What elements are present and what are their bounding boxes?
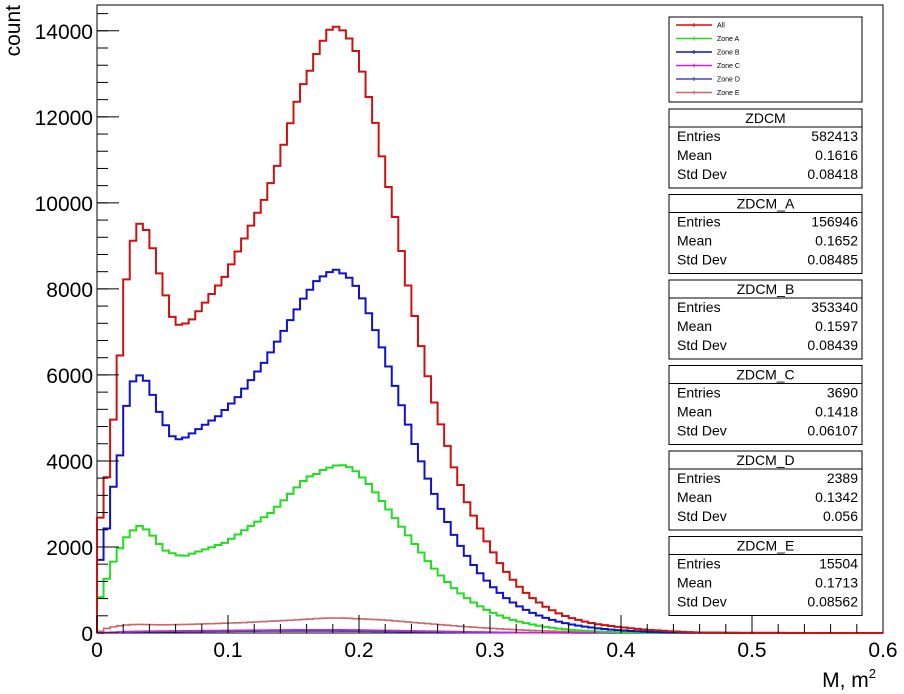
stat-row-label: Entries <box>677 556 721 572</box>
stat-row-value: 3690 <box>827 385 858 401</box>
legend-label: Zone E <box>717 90 740 97</box>
y-tick-label: 14000 <box>35 21 93 44</box>
stat-row-label: Entries <box>677 385 721 401</box>
y-tick-label: 4000 <box>46 451 93 474</box>
y-tick-label: 0 <box>81 623 93 646</box>
stat-box <box>668 279 863 360</box>
stat-box <box>668 365 863 445</box>
stat-row-label: Mean <box>677 575 712 591</box>
x-tick-label: 0.4 <box>606 639 636 662</box>
stat-box <box>668 108 863 189</box>
stat-box-title: ZDCM <box>745 110 785 126</box>
stat-box-title: ZDCM_E <box>737 538 795 554</box>
stat-box-title: ZDCM_B <box>737 281 795 297</box>
stat-row-label: Std Dev <box>677 423 727 439</box>
y-axis: 0 2000 4000 6000 8000 10000 12000 14000 <box>35 13 119 646</box>
stat-box <box>668 536 863 616</box>
stat-row-value: 0.08485 <box>807 252 858 268</box>
stat-row-label: Entries <box>677 128 721 144</box>
stat-box-title: ZDCM_C <box>736 367 794 383</box>
x-axis-title-main: M, m <box>822 669 869 692</box>
stat-row-value: 353340 <box>811 299 858 315</box>
stat-box <box>668 194 863 274</box>
x-axis-title: M, m2 <box>822 666 876 692</box>
legend-box <box>668 16 863 103</box>
stat-row-value: 0.08439 <box>807 337 858 353</box>
legend: All Zone A Zone B Zone C Zone D Zone E <box>668 16 863 103</box>
x-tick-label: 0.1 <box>213 639 242 662</box>
stat-row-value: 0.08562 <box>807 594 858 610</box>
stat-row-label: Entries <box>677 214 721 230</box>
y-axis-title: count <box>2 5 25 57</box>
stat-row-value: 15504 <box>819 556 858 572</box>
x-axis-title-superscript: 2 <box>869 666 876 681</box>
x-tick-label: 0 <box>91 639 103 662</box>
stat-box-title: ZDCM_A <box>737 196 795 212</box>
x-tick-label: 0.3 <box>475 639 504 662</box>
stat-row-label: Mean <box>677 147 712 163</box>
legend-label: Zone A <box>717 36 740 43</box>
legend-label: Zone D <box>717 77 740 84</box>
x-tick-label: 0.5 <box>737 639 766 662</box>
stat-row-value: 2389 <box>827 470 858 486</box>
legend-label: Zone C <box>717 63 740 70</box>
x-tick-label: 0.6 <box>868 639 897 662</box>
legend-label: All <box>717 23 725 30</box>
stat-row-value: 0.1713 <box>815 575 858 591</box>
y-tick-label: 6000 <box>46 365 93 388</box>
stat-row-label: Mean <box>677 404 712 420</box>
stat-row-value: 0.1418 <box>815 404 858 420</box>
y-tick-label: 12000 <box>35 107 93 130</box>
stat-row-label: Std Dev <box>677 166 727 182</box>
stat-row-label: Entries <box>677 299 721 315</box>
x-tick-label: 0.2 <box>344 639 373 662</box>
stat-row-label: Mean <box>677 489 712 505</box>
stat-box <box>668 450 863 531</box>
y-tick-label: 2000 <box>46 537 93 560</box>
stat-row-value: 582413 <box>811 128 858 144</box>
stat-row-label: Std Dev <box>677 594 727 610</box>
series-line-all <box>96 25 883 634</box>
stat-row-value: 0.08418 <box>807 166 858 182</box>
stat-row-label: Mean <box>677 233 712 249</box>
stat-row-value: 156946 <box>811 214 858 230</box>
stat-row-value: 0.056 <box>823 508 858 524</box>
y-tick-label: 8000 <box>46 279 93 302</box>
stat-row-value: 0.1342 <box>815 489 858 505</box>
stat-row-label: Std Dev <box>677 508 727 524</box>
x-axis: 0 0.1 0.2 0.3 0.4 0.5 0.6 <box>91 615 898 662</box>
stat-row-label: Std Dev <box>677 337 727 353</box>
stat-row-value: 0.1597 <box>815 318 858 334</box>
y-tick-label: 10000 <box>35 193 93 216</box>
stat-row-value: 0.1652 <box>815 233 858 249</box>
stat-row-label: Entries <box>677 470 721 486</box>
stat-row-value: 0.06107 <box>807 423 858 439</box>
stat-row-label: Mean <box>677 318 712 334</box>
legend-label: Zone B <box>717 50 740 57</box>
stat-box-title: ZDCM_D <box>736 452 794 468</box>
stat-row-value: 0.1616 <box>815 147 858 163</box>
stat-row-label: Std Dev <box>677 252 727 268</box>
stat-boxes: ZDCM Entries 582413 Mean 0.1616 Std Dev 0.0841… <box>668 108 863 616</box>
